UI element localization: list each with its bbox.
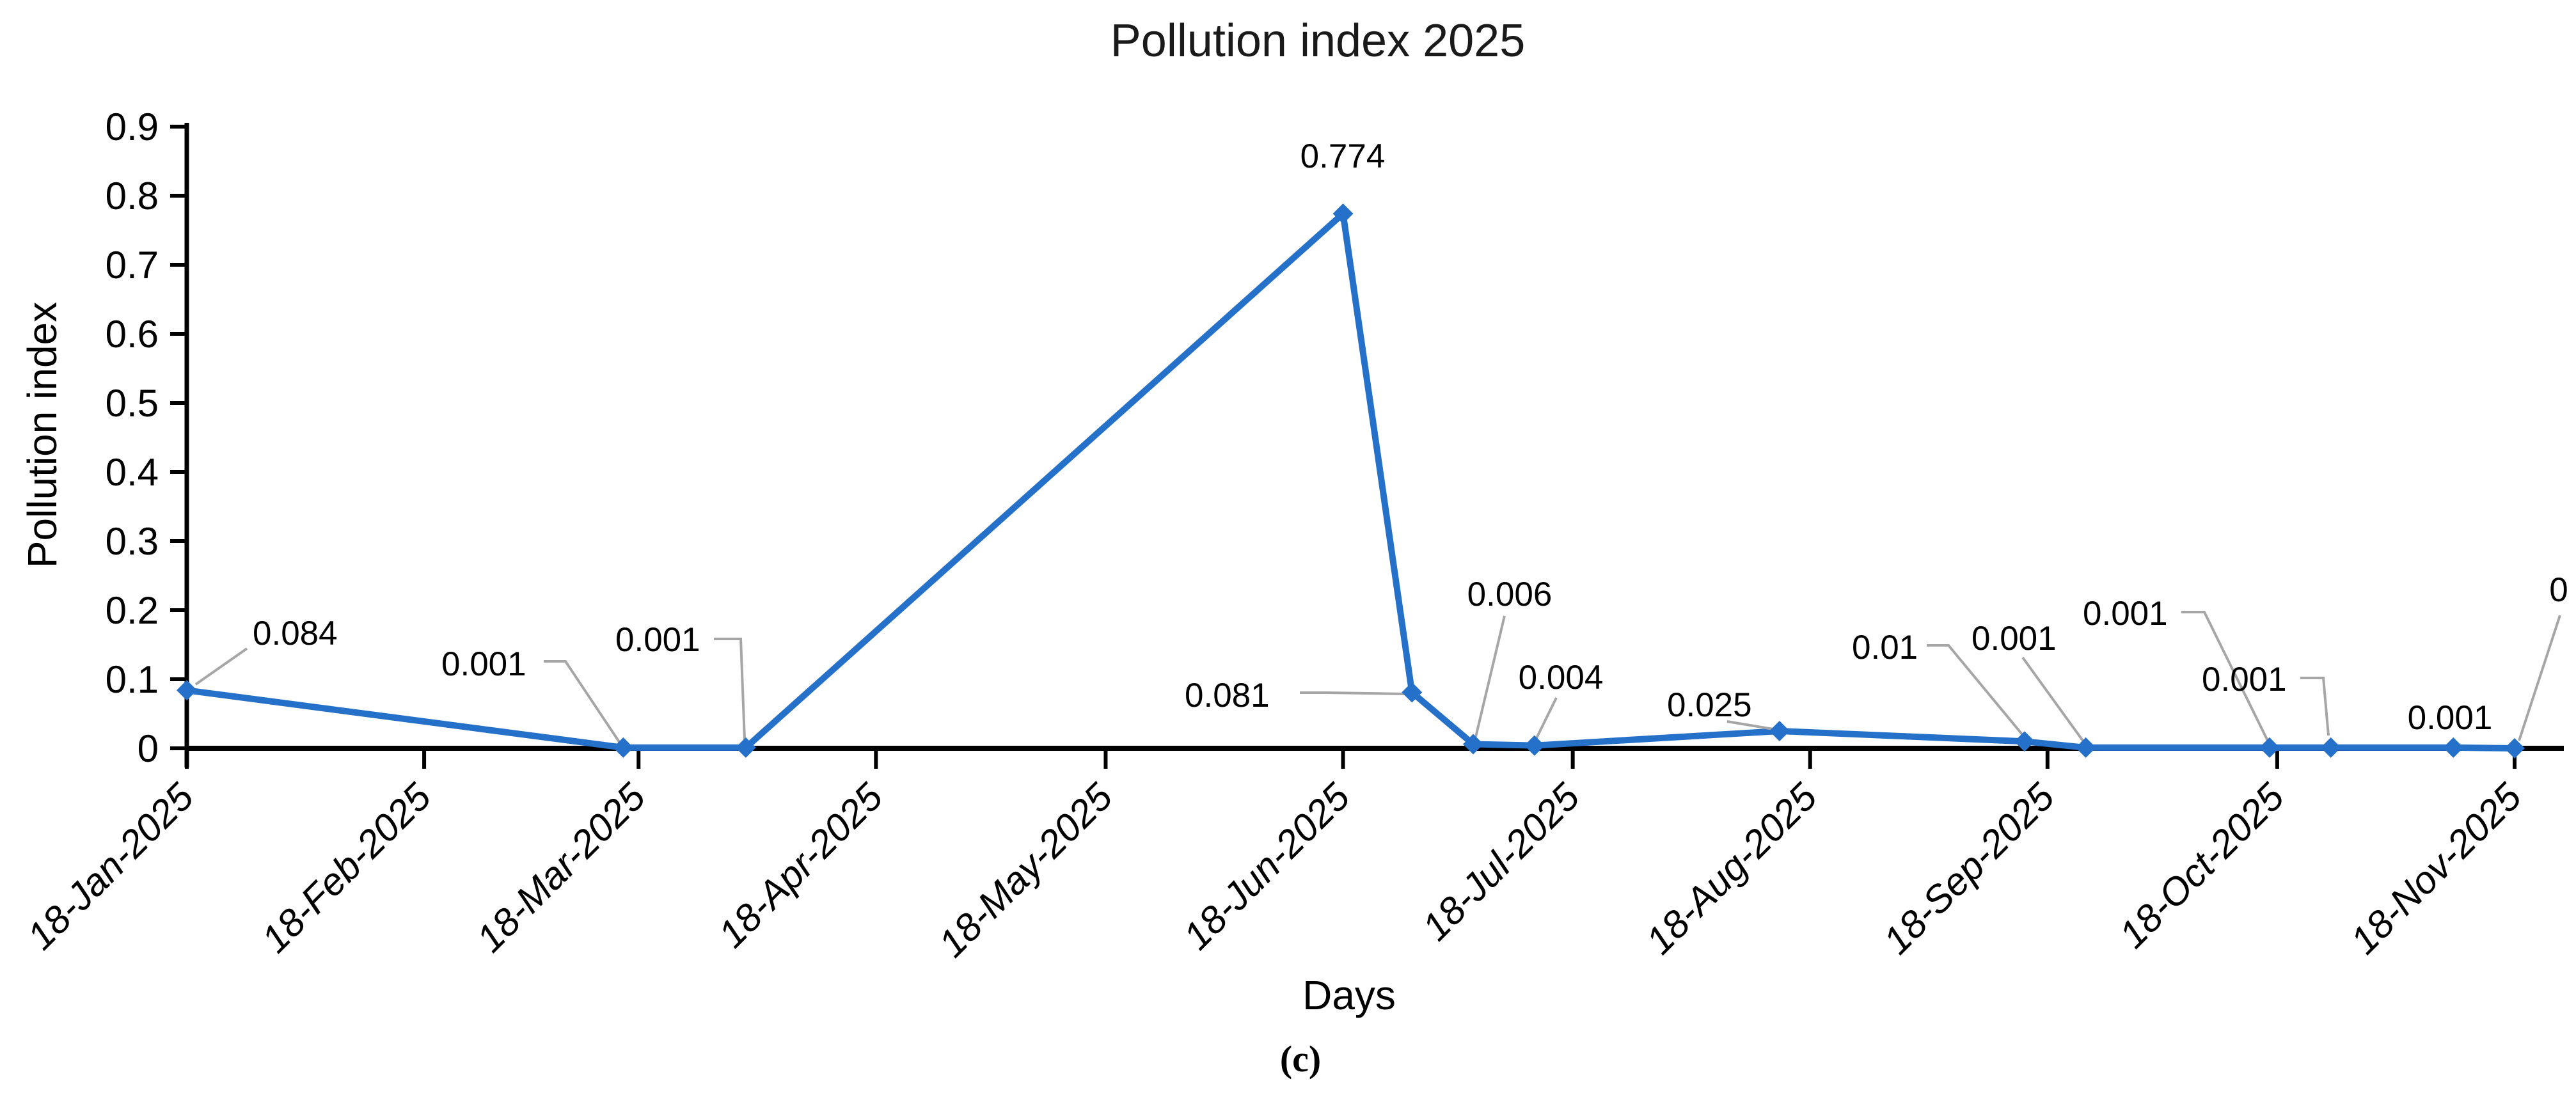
data-label: 0.001 xyxy=(615,621,700,659)
x-tick-label: 18-Feb-2025 xyxy=(253,775,439,961)
data-point-marker xyxy=(1402,682,1423,703)
data-label: 0.006 xyxy=(1467,576,1553,613)
data-point-markers xyxy=(177,203,2525,759)
x-axis-title: Days xyxy=(1302,972,1396,1018)
data-point-marker xyxy=(613,737,634,758)
leader-line xyxy=(2300,677,2330,736)
y-tick-label: 0.9 xyxy=(106,106,159,148)
data-label: 0.004 xyxy=(1519,659,1604,697)
data-label: 0.081 xyxy=(1185,677,1270,714)
leader-line xyxy=(1535,697,1558,739)
leader-line xyxy=(2518,615,2561,741)
y-tick-label: 0.3 xyxy=(106,520,159,563)
y-tick-label: 0 xyxy=(138,727,159,770)
data-label: 0.001 xyxy=(441,645,526,683)
y-tick-label: 0.8 xyxy=(106,175,159,217)
x-tick-label: 18-Apr-2025 xyxy=(710,775,891,956)
x-tick-label: 18-Nov-2025 xyxy=(2343,775,2530,962)
data-series xyxy=(184,210,2518,752)
data-label: 0 xyxy=(2549,571,2568,609)
x-tick-label: 18-Aug-2025 xyxy=(1638,775,1825,962)
leader-line xyxy=(544,660,620,743)
y-tick-label: 0.5 xyxy=(106,382,159,425)
y-tick-label: 0.2 xyxy=(106,589,159,632)
data-label: 0.001 xyxy=(2202,661,2287,698)
data-label: 0.001 xyxy=(1972,620,2057,657)
data-point-marker xyxy=(2443,737,2464,758)
leader-line xyxy=(1727,720,1774,730)
x-tick-label: 18-Jul-2025 xyxy=(1414,775,1588,949)
y-tick-label: 0.7 xyxy=(106,244,159,287)
leader-line xyxy=(2021,656,2084,742)
data-point-marker xyxy=(2014,731,2035,752)
y-tick-label: 0.4 xyxy=(106,451,159,494)
x-tick-label: 18-Mar-2025 xyxy=(468,775,654,960)
pollution-index-line xyxy=(184,210,2518,752)
data-label: 0.001 xyxy=(2083,595,2168,633)
data-point-marker xyxy=(735,737,756,758)
data-point-marker xyxy=(1524,735,1545,756)
data-label: 0.025 xyxy=(1667,686,1752,724)
data-point-marker xyxy=(1332,203,1354,224)
chart-title: Pollution index 2025 xyxy=(1110,15,1526,67)
axis-tick-labels: 0 0.1 0.2 0.3 0.4 0.5 0.6 0.7 0.8 0.9 18-Jan-2025 1… xyxy=(19,106,2530,965)
data-point-marker xyxy=(2259,737,2280,758)
leader-line xyxy=(2181,611,2269,741)
leader-line xyxy=(1300,691,1407,695)
x-tick-label: 18-May-2025 xyxy=(930,775,1121,965)
y-axis-title: Pollution index xyxy=(19,302,65,568)
data-labels: 0.084 0.001 0.001 0.774 0.081 0.006 0.004 0.025… xyxy=(253,138,2568,737)
data-label-leader-lines xyxy=(194,611,2561,743)
y-tick-label: 0.1 xyxy=(106,658,159,701)
data-point-marker xyxy=(1463,734,1484,755)
leader-line xyxy=(194,647,248,686)
data-point-marker xyxy=(1769,721,1790,741)
leader-line xyxy=(1474,615,1506,737)
figure-caption: (c) xyxy=(1279,1038,1322,1080)
x-tick-label: 18-Sep-2025 xyxy=(1875,775,2062,962)
y-tick-label: 0.6 xyxy=(106,313,159,356)
data-label: 0.774 xyxy=(1300,138,1386,175)
data-point-marker xyxy=(2320,737,2341,758)
data-point-marker xyxy=(2504,738,2525,759)
data-label: 0.084 xyxy=(253,615,338,652)
data-point-marker xyxy=(2075,737,2096,758)
leader-line xyxy=(1927,644,2023,736)
data-point-marker xyxy=(177,680,197,701)
x-tick-label: 18-Jan-2025 xyxy=(19,775,202,957)
x-tick-label: 18-Jun-2025 xyxy=(1175,775,1358,957)
x-tick-label: 18-Oct-2025 xyxy=(2111,775,2293,956)
leader-line xyxy=(714,638,746,740)
data-label: 0.01 xyxy=(1852,629,1918,666)
data-label: 0.001 xyxy=(2408,699,2493,737)
